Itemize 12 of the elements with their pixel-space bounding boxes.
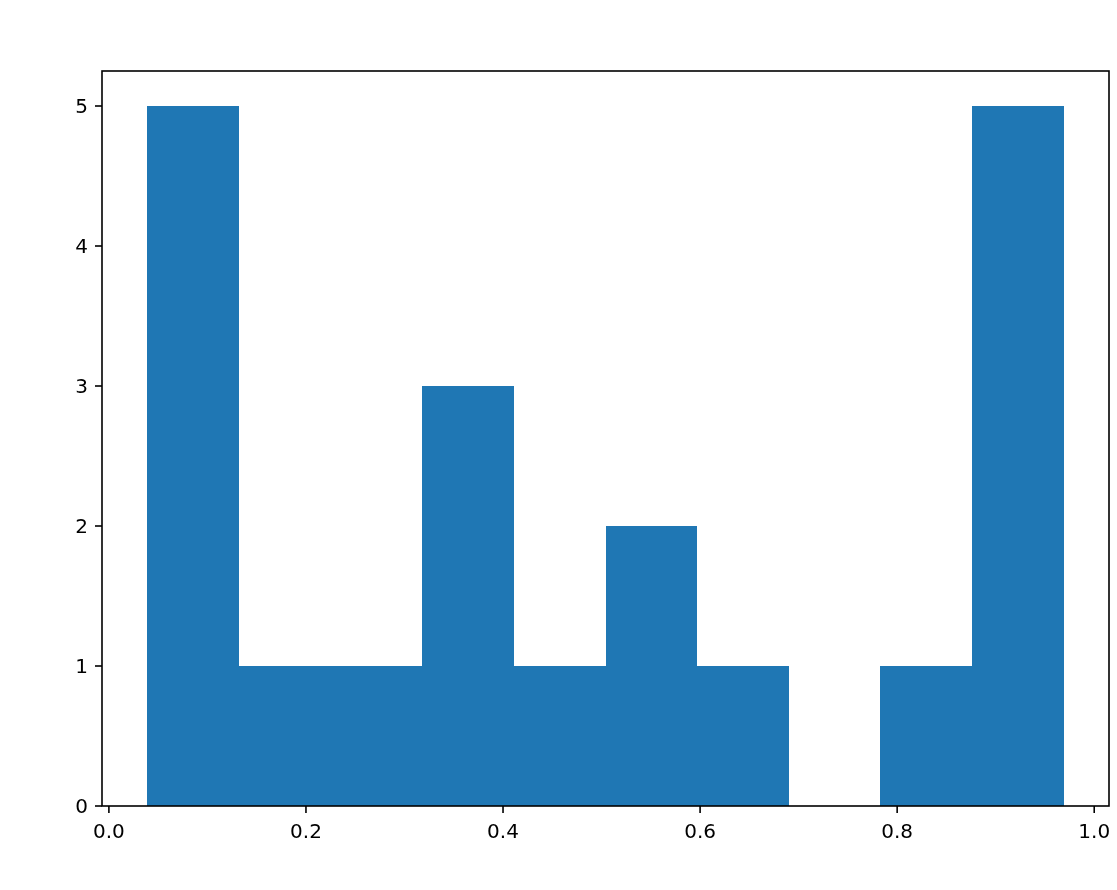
x-tick-label: 1.0 [1078,819,1111,843]
y-tick-label: 4 [75,234,88,258]
x-tick-label: 0.0 [92,819,125,843]
x-tick-label: 0.2 [290,819,322,843]
y-tick-label: 2 [75,514,88,538]
x-tick-label: 0.8 [881,819,914,843]
x-tick-label: 0.4 [487,819,519,843]
y-tick-label: 0 [75,794,88,818]
y-tick-label: 3 [75,374,88,398]
x-tick-label: 0.6 [684,819,716,843]
y-tick-label: 5 [75,94,88,118]
y-tick-label: 1 [75,654,88,678]
